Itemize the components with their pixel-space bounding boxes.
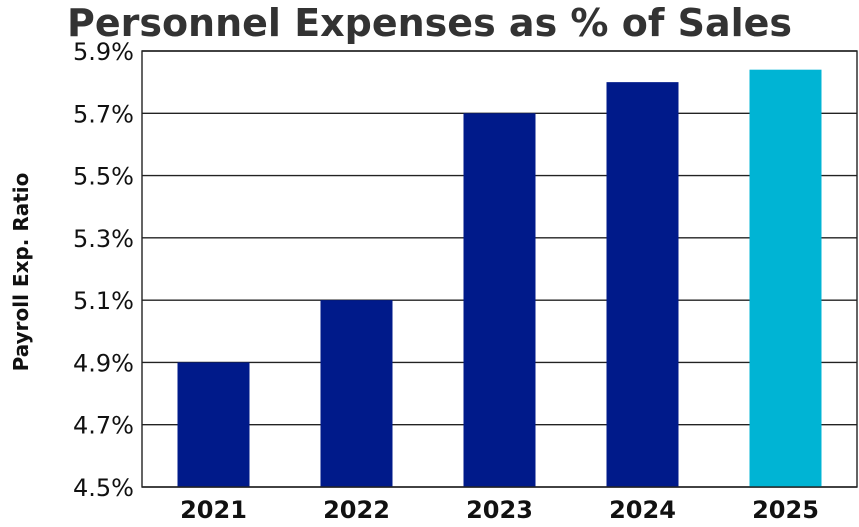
y-axis-label: Payroll Exp. Ratio — [9, 173, 33, 372]
bars — [177, 69, 822, 488]
y-tick-label: 5.9% — [73, 38, 134, 66]
chart-title: Personnel Expenses as % of Sales — [66, 1, 793, 45]
y-tick-label: 4.5% — [73, 474, 134, 502]
bar-2022 — [320, 300, 393, 487]
x-tick-label: 2024 — [609, 496, 676, 524]
bar-2025 — [749, 69, 822, 487]
y-tick-label: 5.5% — [73, 163, 134, 191]
y-tick-label: 5.3% — [73, 225, 134, 253]
bar-2023 — [463, 113, 536, 488]
x-tick-labels: 2021 2022 2023 2024 2025 — [180, 496, 819, 524]
y-tick-label: 4.7% — [73, 412, 134, 440]
x-tick-label: 2023 — [466, 496, 533, 524]
y-tick-labels: 4.5% 4.7% 4.9% 5.1% 5.3% 5.5% 5.7% 5.9% — [73, 38, 134, 502]
bar-2024 — [606, 82, 679, 488]
plot-frame — [141, 50, 858, 488]
y-tick-label: 5.1% — [73, 287, 134, 315]
x-tick-label: 2022 — [323, 496, 390, 524]
y-tick-label: 4.9% — [73, 349, 134, 377]
x-tick-label: 2025 — [752, 496, 819, 524]
x-tick-label: 2021 — [180, 496, 247, 524]
y-tick-label: 5.7% — [73, 100, 134, 128]
bar-2021 — [177, 362, 250, 487]
